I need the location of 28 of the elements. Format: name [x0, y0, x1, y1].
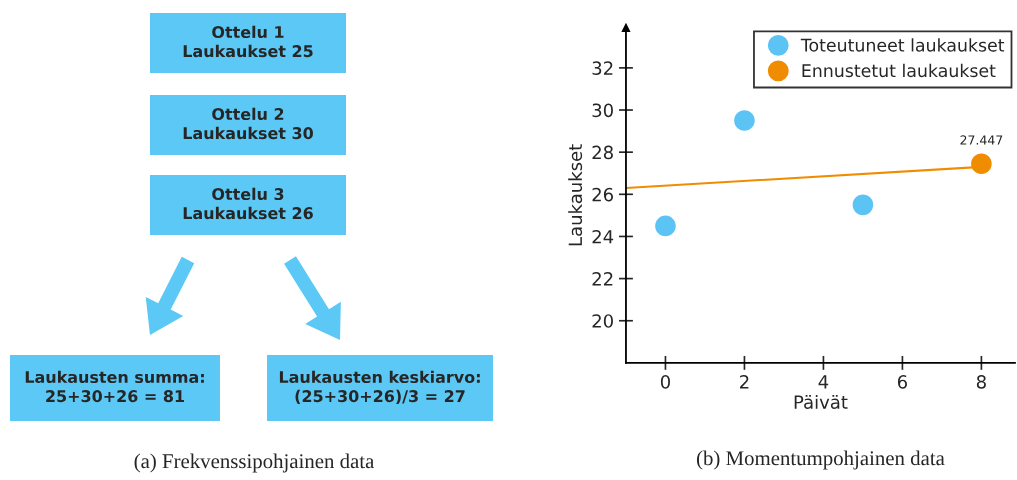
- x-tick-label: 0: [660, 375, 670, 389]
- text: (a) Frekvenssipohjainen data: [134, 453, 375, 473]
- text: Ottelu 1 Laukaukset 25: [183, 25, 313, 58]
- y-tick-label: 24: [592, 229, 614, 244]
- legend-label: Toteutuneet laukaukset: [800, 38, 1005, 52]
- text: Ottelu 2 Laukaukset 30: [183, 107, 313, 140]
- x-tick-label: 2: [740, 375, 749, 389]
- y-tick-label: 20: [592, 314, 613, 328]
- x-tick-label: 8: [976, 375, 986, 389]
- point: [734, 110, 755, 131]
- text: Laukausten summa: 25+30+26 = 81: [25, 370, 204, 403]
- data-label: 27.447: [960, 135, 1003, 145]
- legend-label: Ennustetut laukaukset: [802, 63, 996, 78]
- x-tick-label: 6: [897, 375, 908, 389]
- point: [655, 215, 676, 237]
- point: [852, 194, 874, 216]
- x-axis-title: Päivät: [794, 394, 848, 409]
- text: Ottelu 3 Laukaukset 26: [183, 187, 313, 220]
- y-tick-label: 30: [592, 103, 613, 118]
- y-tick-label: 28: [592, 145, 613, 160]
- text: Laukausten keskiarvo: (25+30+26)/3 = 27: [279, 370, 480, 405]
- y-tick-label: 22: [592, 272, 613, 286]
- y-tick-label: 32: [592, 61, 613, 75]
- text: (b) Momentumpohjainen data: [696, 450, 945, 470]
- point: [971, 153, 992, 175]
- y-tick-label: 26: [592, 187, 614, 202]
- x-tick-label: 4: [818, 375, 829, 389]
- y-axis-title: Laukaukset: [568, 144, 583, 246]
